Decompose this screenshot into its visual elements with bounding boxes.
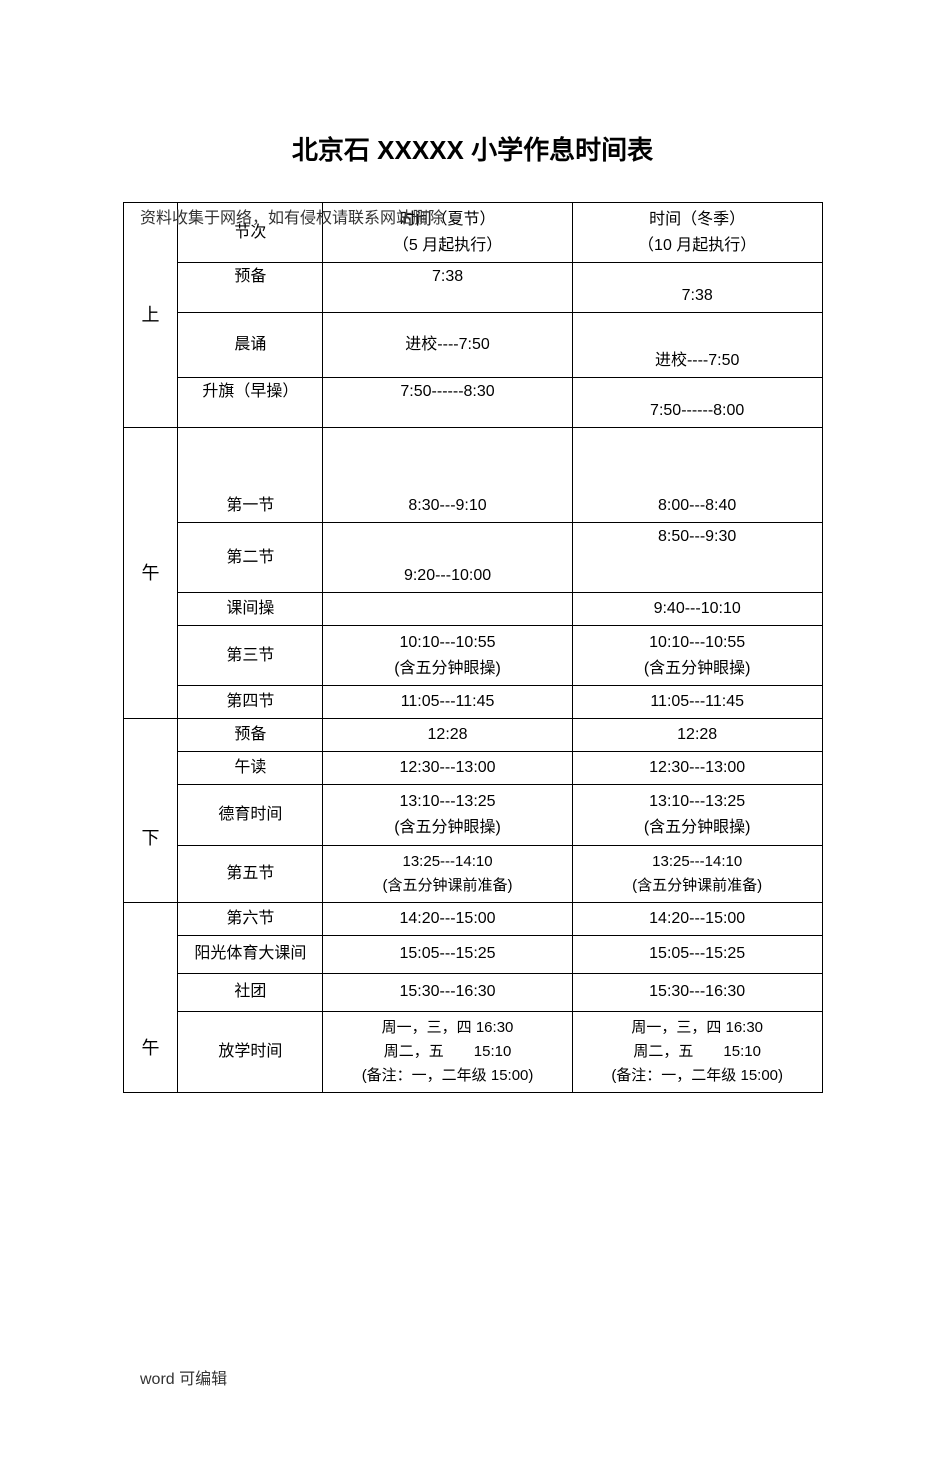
row-flag-summer: 7:50------8:30 xyxy=(323,378,573,428)
row-prep2-winter: 12:28 xyxy=(572,719,822,752)
row-p5-winter-a: 13:25---14:10 xyxy=(579,850,816,874)
row-p5-winter-b: (含五分钟课前准备) xyxy=(579,874,816,898)
col-winter-line2: （10 月起执行） xyxy=(579,233,816,259)
row-leave-summer-c: (备注：一，二年级 15:00) xyxy=(329,1064,566,1088)
row-moral-winter-b: (含五分钟眼操) xyxy=(579,815,816,841)
row-p1-summer: 8:30---9:10 xyxy=(323,428,573,523)
section-lower-b: 午 xyxy=(123,902,178,1092)
row-leave-summer: 周一，三，四 16:30 周二，五 15:10 (备注：一，二年级 15:00) xyxy=(323,1011,573,1092)
row-leave-winter: 周一，三，四 16:30 周二，五 15:10 (备注：一，二年级 15:00) xyxy=(572,1011,822,1092)
row-sport-summer: 15:05---15:25 xyxy=(323,935,573,973)
row-flag-label: 升旗（早操） xyxy=(178,378,323,428)
row-p4-label: 第四节 xyxy=(178,686,323,719)
row-p4-winter: 11:05---11:45 xyxy=(572,686,822,719)
row-p3-summer-b: (含五分钟眼操) xyxy=(329,656,566,682)
row-noon-label: 午读 xyxy=(178,752,323,785)
row-prep-label: 预备 xyxy=(178,263,323,313)
row-moral-summer-a: 13:10---13:25 xyxy=(329,789,566,815)
row-club-summer: 15:30---16:30 xyxy=(323,973,573,1011)
row-p1-label: 第一节 xyxy=(178,428,323,523)
row-club-label: 社团 xyxy=(178,973,323,1011)
row-break-label: 课间操 xyxy=(178,593,323,626)
row-prep2-summer: 12:28 xyxy=(323,719,573,752)
header-note: 资料收集于网络，如有侵权请联系网站删除 xyxy=(140,204,444,228)
row-p6-winter: 14:20---15:00 xyxy=(572,902,822,935)
row-p1-winter: 8:00---8:40 xyxy=(572,428,822,523)
row-p3-summer: 10:10---10:55 (含五分钟眼操) xyxy=(323,626,573,686)
row-p3-label: 第三节 xyxy=(178,626,323,686)
row-leave-label: 放学时间 xyxy=(178,1011,323,1092)
row-leave-winter-b: 周二，五 15:10 xyxy=(579,1040,816,1064)
row-recite-label: 晨诵 xyxy=(178,313,323,378)
row-noon-winter: 12:30---13:00 xyxy=(572,752,822,785)
page-title: 北京石 XXXXX 小学作息时间表 xyxy=(0,130,945,167)
row-p2-summer: 9:20---10:00 xyxy=(323,523,573,593)
row-p3-summer-a: 10:10---10:55 xyxy=(329,630,566,656)
row-p5-summer: 13:25---14:10 (含五分钟课前准备) xyxy=(323,845,573,902)
col-winter-line1: 时间（冬季） xyxy=(579,207,816,233)
row-p4-summer: 11:05---11:45 xyxy=(323,686,573,719)
footer-note: word 可编辑 xyxy=(140,1365,227,1389)
row-p5-winter: 13:25---14:10 (含五分钟课前准备) xyxy=(572,845,822,902)
row-leave-summer-a: 周一，三，四 16:30 xyxy=(329,1016,566,1040)
row-prep2-label: 预备 xyxy=(178,719,323,752)
row-p2-winter: 8:50---9:30 xyxy=(572,523,822,593)
schedule-table: 上 节次 时间（夏节） （5 月起执行） 时间（冬季） （10 月起执行） 预备… xyxy=(123,202,823,1093)
col-winter: 时间（冬季） （10 月起执行） xyxy=(572,203,822,263)
row-moral-winter-a: 13:10---13:25 xyxy=(579,789,816,815)
row-p3-winter: 10:10---10:55 (含五分钟眼操) xyxy=(572,626,822,686)
row-noon-summer: 12:30---13:00 xyxy=(323,752,573,785)
row-p2-label: 第二节 xyxy=(178,523,323,593)
section-lower-a: 下 xyxy=(123,719,178,902)
row-p5-summer-b: (含五分钟课前准备) xyxy=(329,874,566,898)
row-prep-summer: 7:38 xyxy=(323,263,573,313)
row-p5-label: 第五节 xyxy=(178,845,323,902)
section-upper-b: 午 xyxy=(123,428,178,719)
row-moral-label: 德育时间 xyxy=(178,785,323,845)
row-club-winter: 15:30---16:30 xyxy=(572,973,822,1011)
row-leave-summer-b: 周二，五 15:10 xyxy=(329,1040,566,1064)
row-p3-winter-b: (含五分钟眼操) xyxy=(579,656,816,682)
col-summer-line2: （5 月起执行） xyxy=(329,233,566,259)
row-leave-winter-a: 周一，三，四 16:30 xyxy=(579,1016,816,1040)
row-recite-winter: 进校----7:50 xyxy=(572,313,822,378)
row-prep-winter: 7:38 xyxy=(572,263,822,313)
row-break-winter: 9:40---10:10 xyxy=(572,593,822,626)
row-moral-winter: 13:10---13:25 (含五分钟眼操) xyxy=(572,785,822,845)
row-sport-label: 阳光体育大课间 xyxy=(178,935,323,973)
row-p6-label: 第六节 xyxy=(178,902,323,935)
row-p3-winter-a: 10:10---10:55 xyxy=(579,630,816,656)
row-moral-summer-b: (含五分钟眼操) xyxy=(329,815,566,841)
row-p6-summer: 14:20---15:00 xyxy=(323,902,573,935)
row-recite-summer: 进校----7:50 xyxy=(323,313,573,378)
row-sport-winter: 15:05---15:25 xyxy=(572,935,822,973)
row-p5-summer-a: 13:25---14:10 xyxy=(329,850,566,874)
row-leave-winter-c: (备注：一，二年级 15:00) xyxy=(579,1064,816,1088)
row-break-summer xyxy=(323,593,573,626)
row-moral-summer: 13:10---13:25 (含五分钟眼操) xyxy=(323,785,573,845)
section-upper-a: 上 xyxy=(123,203,178,428)
row-flag-winter: 7:50------8:00 xyxy=(572,378,822,428)
